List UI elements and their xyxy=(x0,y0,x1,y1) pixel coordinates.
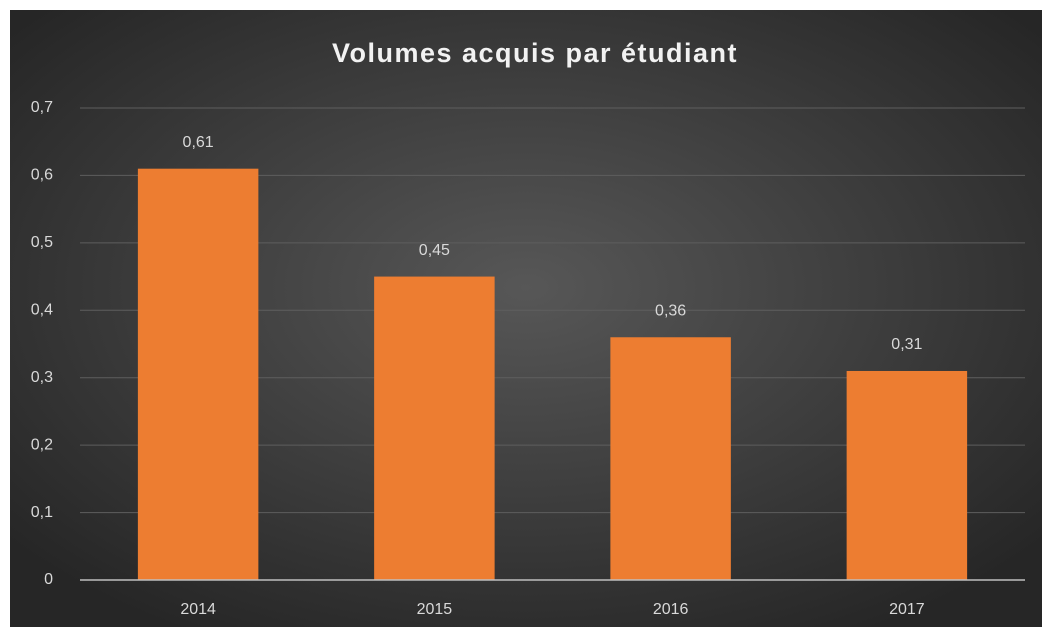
bar xyxy=(137,168,259,580)
x-tick-label: 2015 xyxy=(417,601,453,618)
chart-title: Volumes acquis par étudiant xyxy=(332,38,738,68)
data-label: 0,45 xyxy=(419,242,450,259)
y-tick-label: 0,7 xyxy=(31,99,53,116)
y-tick-label: 0,1 xyxy=(31,504,53,521)
y-tick-label: 0,3 xyxy=(31,369,53,386)
bar xyxy=(610,337,731,580)
y-tick-label: 0,2 xyxy=(31,436,53,453)
bar xyxy=(374,276,495,580)
y-tick-label: 0 xyxy=(44,571,53,588)
y-tick-label: 0,5 xyxy=(31,234,53,251)
y-tick-label: 0,4 xyxy=(31,302,53,319)
data-label: 0,31 xyxy=(891,336,922,353)
x-tick-label: 2014 xyxy=(180,601,216,618)
y-tick-label: 0,6 xyxy=(31,167,53,184)
x-tick-label: 2016 xyxy=(653,601,689,618)
bar xyxy=(846,370,968,580)
data-label: 0,61 xyxy=(183,134,214,151)
x-tick-label: 2017 xyxy=(889,601,925,618)
data-label: 0,36 xyxy=(655,302,686,319)
